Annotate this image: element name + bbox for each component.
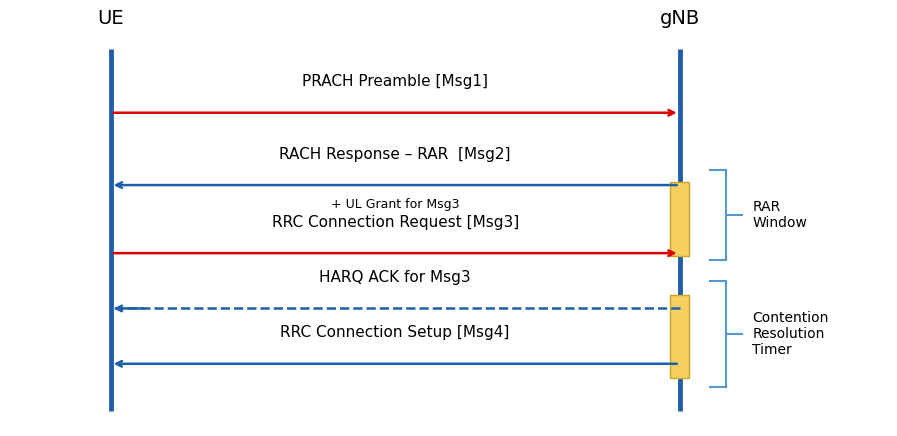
- Text: RRC Connection Request [Msg3]: RRC Connection Request [Msg3]: [272, 215, 518, 230]
- FancyBboxPatch shape: [670, 182, 689, 256]
- Text: + UL Grant for Msg3: + UL Grant for Msg3: [331, 198, 459, 211]
- Text: HARQ ACK for Msg3: HARQ ACK for Msg3: [319, 270, 471, 285]
- Text: RRC Connection Setup [Msg4]: RRC Connection Setup [Msg4]: [281, 325, 509, 341]
- Text: RACH Response – RAR  [Msg2]: RACH Response – RAR [Msg2]: [280, 146, 511, 162]
- FancyBboxPatch shape: [670, 295, 689, 378]
- Text: gNB: gNB: [659, 9, 700, 27]
- Text: PRACH Preamble [Msg1]: PRACH Preamble [Msg1]: [302, 75, 488, 89]
- Text: UE: UE: [98, 9, 124, 27]
- Text: Contention
Resolution
Timer: Contention Resolution Timer: [753, 311, 829, 357]
- Text: RAR
Window: RAR Window: [753, 200, 807, 230]
